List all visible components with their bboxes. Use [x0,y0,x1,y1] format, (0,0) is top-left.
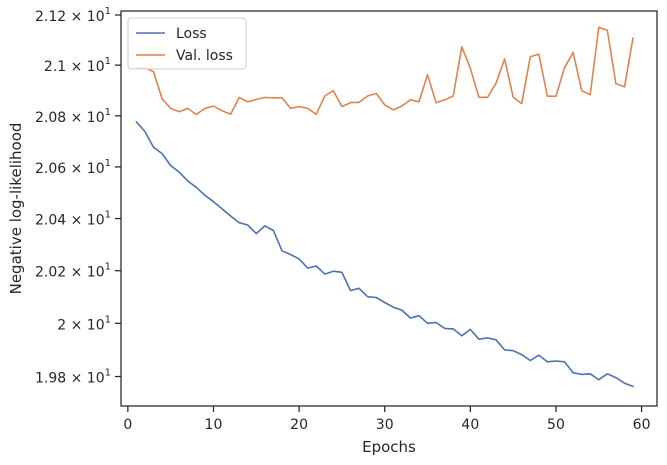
y-tick-label-0: 1.98 × 101 [35,368,111,387]
x-tick-label-2: 20 [290,417,308,433]
y-tick-label-5: 2.08 × 101 [35,107,111,126]
y-tick-label-4: 2.06 × 101 [35,158,111,177]
x-axis-label: Epochs [362,438,416,456]
legend-label-val-loss: Val. loss [176,48,233,64]
plot-area-frame [120,10,658,407]
legend: Loss Val. loss [127,17,247,70]
y-tick-label-1: 2 × 101 [57,314,111,333]
x-tick-label-4: 40 [461,417,479,433]
x-tick-label-1: 10 [205,417,223,433]
y-axis-ticks: 1.98 × 101 2 × 101 2.02 × 101 2.04 × 101 2.0… [35,6,121,387]
y-axis-label: Negative log-likelihood [7,123,25,295]
y-tick-label-6: 2.1 × 101 [44,56,111,75]
series-line-loss [135,121,634,388]
y-tick-label-3: 2.04 × 101 [35,210,111,229]
y-tick-label-7: 2.12 × 101 [35,6,111,25]
x-axis-ticks: 0 10 20 30 40 50 60 [123,406,651,433]
x-tick-label-0: 0 [123,417,132,433]
y-tick-label-2: 2.02 × 101 [35,262,111,281]
x-tick-label-5: 50 [547,417,565,433]
x-tick-label-6: 60 [633,417,651,433]
series-layer [135,26,634,388]
series-line-val-loss [135,26,634,116]
x-tick-label-3: 30 [376,417,394,433]
legend-box [127,17,247,70]
legend-label-loss: Loss [176,26,207,42]
